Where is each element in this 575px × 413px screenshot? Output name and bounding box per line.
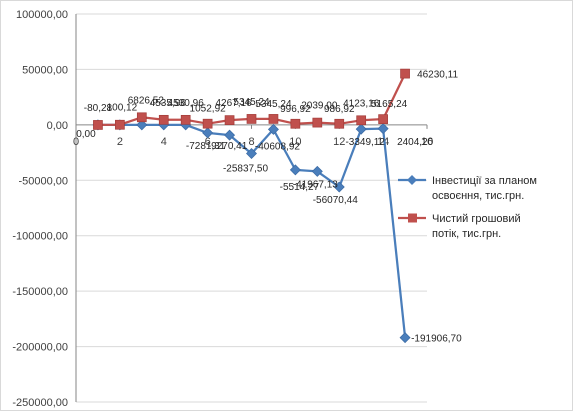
data-label-cashflow: 986,92 — [324, 104, 355, 115]
x-tick-label: 16 — [421, 136, 433, 148]
x-tick-label: 2 — [117, 136, 123, 148]
x-tick-label: 0 — [73, 136, 79, 148]
legend: Інвестиції за планом освоєння, тис.грн. Чи… — [398, 175, 537, 240]
data-label-cashflow: 4535,96 — [150, 98, 187, 109]
data-point-square — [246, 114, 257, 124]
legend-label-1: Інвестиції за планом освоєння, тис.грн. — [432, 175, 537, 202]
data-label-cashflow: 2039,00 — [301, 101, 338, 112]
data-point-square — [312, 117, 323, 128]
data-point-diamond — [224, 129, 236, 141]
data-point-diamond — [267, 123, 279, 135]
data-point-square — [268, 114, 279, 124]
data-label-investment: -25837,50 — [223, 164, 268, 175]
y-tick-label: -150000,00 — [12, 286, 68, 298]
x-tick-label: 6 — [205, 136, 211, 148]
x-tick-label: 12 — [333, 136, 345, 148]
data-point-diamond — [333, 181, 345, 193]
y-tick-label: 100000,00 — [16, 9, 68, 21]
data-label-cashflow: 5345,24 — [255, 99, 292, 110]
data-point-diamond — [136, 119, 148, 131]
data-label-cashflow: 6826,52 — [128, 95, 165, 106]
legend-label-2: Чистий грошовий потік, тис.грн. — [432, 213, 521, 240]
x-axis-tick-labels: 0 2 4 6 8 10 12 14 16 — [73, 136, 433, 148]
data-label-cashflow: 4123,16 — [343, 98, 380, 109]
y-tick-label: -50000,00 — [18, 175, 68, 187]
data-point-square — [356, 115, 367, 126]
data-label-investment: -3349,12 — [345, 137, 385, 148]
data-label-investment: -41967,13 — [293, 179, 338, 190]
y-tick-label: -100000,00 — [12, 231, 68, 243]
data-label-cashflow: 100,12 — [107, 103, 138, 114]
y-axis-tick-labels: 100000,00 50000,00 0,00 -50000,00 -100000,00… — [12, 9, 68, 409]
series-group — [92, 68, 411, 344]
data-point-square — [224, 115, 235, 125]
data-label-investment: -191906,70 — [411, 334, 462, 345]
data-label-investment: -40608,92 — [255, 141, 300, 152]
data-label-cashflow: 5345,24 — [233, 97, 270, 108]
legend-marker-diamond — [407, 175, 417, 185]
data-point-diamond — [377, 123, 389, 135]
data-label-cashflow: 4267,16 — [215, 98, 252, 109]
data-label-investment: -56070,44 — [313, 195, 358, 206]
x-tick-label: 4 — [161, 136, 167, 148]
gridlines — [76, 13, 427, 403]
data-label-cashflow: 46230,11 — [417, 70, 458, 81]
y-tick-label: -250000,00 — [12, 397, 68, 409]
data-point-square — [158, 114, 169, 125]
data-label-investment: -5514,27 — [280, 182, 320, 193]
y-tick-label: -200000,00 — [12, 342, 68, 354]
data-label-cashflow: 4530,96 — [168, 98, 205, 109]
data-point-diamond — [246, 148, 257, 160]
data-point-diamond — [311, 165, 323, 177]
data-point-diamond — [202, 127, 214, 139]
data-point-square — [400, 68, 410, 79]
data-label-investment: -9270,41 — [208, 141, 248, 152]
y-tick-label: 50000,00 — [22, 64, 68, 76]
x-tick-label: 14 — [377, 136, 389, 148]
data-label-extra: 2404,20 — [397, 137, 434, 148]
data-label-cashflow: -80,28 — [84, 103, 113, 114]
y-tick-label: 0,00 — [47, 120, 68, 132]
data-label-cashflow: 996,92 — [280, 104, 311, 115]
data-label-investment: -7281,31 — [186, 141, 226, 152]
data-label-cashflow: 1052,92 — [190, 104, 227, 115]
data-point-square — [334, 118, 345, 129]
data-point-square — [290, 118, 301, 129]
data-label-cashflow: 5165,24 — [371, 99, 408, 110]
data-point-diamond — [289, 164, 301, 176]
data-point-diamond — [399, 332, 411, 344]
axes — [75, 14, 428, 402]
data-point-diamond — [355, 123, 367, 135]
data-point-square — [202, 118, 213, 129]
data-labels: 0,00 -7281,31-9270,41 -25837,50 -40608,92 -5… — [76, 70, 462, 345]
legend-marker-square — [408, 213, 417, 223]
data-point-square — [180, 114, 191, 125]
data-point-square — [136, 112, 147, 123]
x-tick-label: 8 — [248, 136, 254, 148]
data-point-square — [93, 120, 103, 130]
data-point-square — [115, 119, 125, 130]
x-tick-label: 10 — [289, 136, 301, 148]
data-point-square — [378, 114, 388, 124]
data-label-investment: 0,00 — [76, 129, 96, 140]
